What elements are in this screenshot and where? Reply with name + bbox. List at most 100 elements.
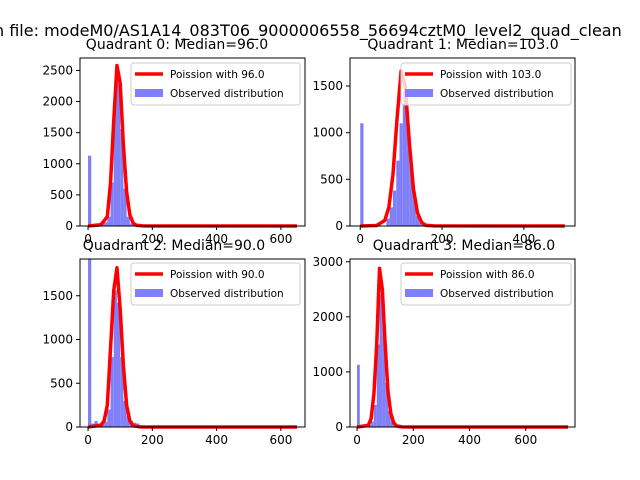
y-tick-label: 500 <box>50 376 73 390</box>
legend-observed-label: Observed distribution <box>170 88 284 100</box>
y-tick-label: 1000 <box>42 333 73 347</box>
quadrant-2-subplot: Quadrant 2: Median=90.0 0 200 400 600 0 500 10… <box>42 238 306 447</box>
histogram-bar <box>402 91 407 226</box>
x-tick-label: 600 <box>269 433 292 447</box>
x-tick-label: 400 <box>458 433 481 447</box>
y-tick-label: 1500 <box>312 79 343 93</box>
x-tick-label: 200 <box>141 232 164 246</box>
x-tick-label: 0 <box>353 433 361 447</box>
histogram-bar <box>386 218 390 226</box>
legend-observed-swatch <box>135 89 163 97</box>
poisson-line <box>87 266 297 429</box>
histogram-bar <box>126 216 130 226</box>
quadrant-0-title: Quadrant 0: Median=96.0 <box>86 37 268 53</box>
y-tick-label: 500 <box>320 172 343 186</box>
legend-poisson-label: Poission with 96.0 <box>170 69 265 81</box>
histogram-bar <box>382 327 386 427</box>
quadrant-2-axes: 0 200 400 600 0 500 1000 1500 <box>42 258 306 447</box>
histogram-bar <box>123 400 127 427</box>
quadrant-0-axes: 0 200 400 600 0 500 1000 1500 2000 2500 <box>42 57 306 246</box>
x-tick-label: 0 <box>356 232 364 246</box>
histogram-bar <box>373 404 377 427</box>
y-tick-label: 0 <box>65 219 73 233</box>
x-tick-label: 400 <box>512 232 535 246</box>
x-tick-label: 600 <box>514 433 537 447</box>
x-tick-label: 0 <box>84 433 92 447</box>
y-tick-label: 0 <box>335 219 343 233</box>
histogram-bar <box>409 160 413 226</box>
histogram-bar <box>415 215 420 226</box>
quadrant-1-subplot: Quadrant 1: Median=103.0 0 200 400 0 500 1000… <box>312 37 576 246</box>
y-tick-label: 2000 <box>42 95 73 109</box>
histogram-bar <box>116 73 121 226</box>
legend-observed-label: Observed distribution <box>440 88 554 100</box>
histogram-bar <box>113 92 117 226</box>
histogram-bar <box>120 128 124 226</box>
histogram-bar <box>123 188 127 226</box>
legend-poisson-label: Poission with 86.0 <box>440 269 535 281</box>
quadrant-2-poisson-curve <box>87 266 297 429</box>
y-tick-label: 1000 <box>42 157 73 171</box>
quadrant-3-axes: 0 200 400 600 0 1000 2000 3000 <box>312 255 576 447</box>
histogram-bar <box>360 123 364 226</box>
y-tick-label: 2000 <box>312 310 343 324</box>
y-tick-label: 500 <box>50 188 73 202</box>
x-tick-label: 200 <box>402 433 425 447</box>
axes-frame <box>349 258 576 428</box>
histogram-bar <box>126 416 130 427</box>
axes-frame <box>79 57 306 227</box>
histogram-bar <box>107 409 111 427</box>
legend-observed-swatch <box>135 289 163 297</box>
legend-poisson-label: Poission with 103.0 <box>440 69 541 81</box>
legend-frame <box>130 62 301 106</box>
quadrant-1-histogram <box>360 91 436 226</box>
legend-poisson-label: Poission with 90.0 <box>170 269 265 281</box>
y-tick-label: 0 <box>335 420 343 434</box>
x-tick-label: 600 <box>269 232 292 246</box>
histogram-bar <box>120 357 124 427</box>
legend-frame <box>400 62 572 106</box>
quadrant-1-legend: Poission with 103.0 Observed distributio… <box>400 62 572 106</box>
legend-observed-swatch <box>405 89 433 97</box>
legend-frame <box>130 262 301 306</box>
quadrant-1-axes: 0 200 400 0 500 1000 1500 <box>312 57 576 246</box>
y-tick-label: 2500 <box>42 63 73 77</box>
quadrant-0-histogram <box>88 73 156 226</box>
x-tick-label: 400 <box>205 232 228 246</box>
histogram-bar <box>113 290 117 427</box>
histogram-bar <box>107 216 111 226</box>
y-tick-label: 3000 <box>312 255 343 269</box>
histogram-bar <box>387 410 391 427</box>
legend-frame <box>400 262 572 306</box>
histogram-bar <box>396 160 400 226</box>
histogram-bar <box>389 207 393 226</box>
quadrant-1-title: Quadrant 1: Median=103.0 <box>367 37 558 53</box>
quadrant-3-title: Quadrant 3: Median=86.0 <box>373 238 555 254</box>
figure-title: n file: modeM0/AS1A14_083T06_9000006558_… <box>0 21 622 41</box>
histogram-bar <box>385 382 388 427</box>
quadrant-3-subplot: Quadrant 3: Median=86.0 0 200 400 600 0 1000 2… <box>312 238 576 447</box>
histogram-bar <box>116 302 121 427</box>
histogram-bar <box>419 222 423 226</box>
histogram-bar <box>399 123 403 226</box>
x-tick-label: 400 <box>205 433 228 447</box>
histogram-bar <box>129 223 134 226</box>
histogram-bar <box>110 357 114 427</box>
histogram-bar <box>88 155 92 226</box>
histogram-bar <box>379 294 383 427</box>
histogram-bar <box>104 421 108 427</box>
y-tick-label: 0 <box>65 420 73 434</box>
histogram-bar <box>392 190 397 226</box>
quadrant-2-title: Quadrant 2: Median=90.0 <box>83 238 265 254</box>
histogram-bar <box>110 182 114 226</box>
histogram-bar <box>88 259 92 427</box>
quadrant-3-legend: Poission with 86.0 Observed distribution <box>400 262 572 306</box>
legend-observed-label: Observed distribution <box>170 288 284 300</box>
histogram-bar <box>412 195 416 226</box>
histogram-bar <box>390 421 394 427</box>
histogram-bar <box>406 119 410 226</box>
y-tick-label: 1500 <box>42 126 73 140</box>
y-tick-label: 1500 <box>42 289 73 303</box>
histogram-bar <box>94 420 98 428</box>
